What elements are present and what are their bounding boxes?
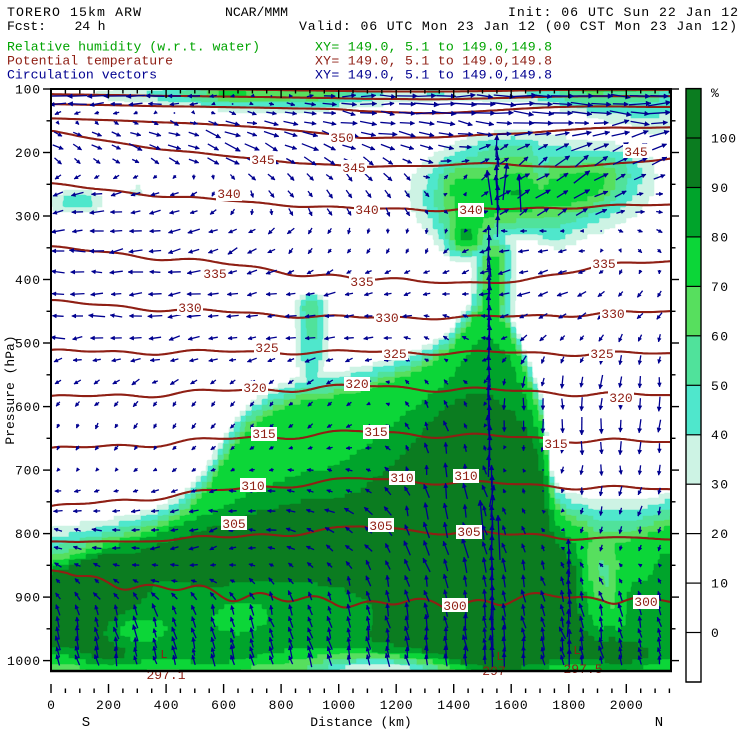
svg-text:400: 400 [15,273,40,288]
svg-text:700: 700 [15,464,40,479]
svg-text:350: 350 [330,131,353,146]
svg-text:345: 345 [251,153,274,168]
svg-text:%: % [711,86,719,101]
svg-text:40: 40 [711,428,728,443]
svg-text:345: 345 [624,145,647,160]
svg-text:320: 320 [243,381,266,396]
svg-text:800: 800 [15,527,40,542]
svg-text:1200: 1200 [380,698,413,713]
svg-text:340: 340 [217,187,240,202]
svg-text:100: 100 [711,132,736,147]
svg-text:315: 315 [364,425,387,440]
svg-text:325: 325 [383,347,406,362]
svg-text:330: 330 [178,301,201,316]
svg-text:335: 335 [592,257,615,272]
svg-text:Distance (km): Distance (km) [310,715,411,730]
svg-text:100: 100 [15,83,40,98]
svg-text:340: 340 [459,203,482,218]
svg-text:90: 90 [711,181,728,196]
svg-text:XY= 149.0, 5.1 to 149.0,149.8: XY= 149.0, 5.1 to 149.0,149.8 [315,68,552,83]
svg-text:300: 300 [634,595,657,610]
svg-text:Valid: 06 UTC Mon 23 Jan 12 (0: Valid: 06 UTC Mon 23 Jan 12 (00 CST Mon … [299,19,737,34]
svg-text:L: L [160,648,167,662]
svg-text:30: 30 [711,478,728,493]
svg-text:NCAR/MMM: NCAR/MMM [225,5,288,20]
svg-text:300: 300 [443,599,466,614]
svg-text:340: 340 [355,203,378,218]
svg-text:500: 500 [15,337,40,352]
svg-text:1600: 1600 [495,698,528,713]
svg-text:80: 80 [711,230,728,245]
svg-text:L: L [496,650,503,664]
svg-text:1800: 1800 [552,698,585,713]
svg-text:1000: 1000 [7,654,40,669]
svg-text:325: 325 [255,341,278,356]
svg-text:200: 200 [15,146,40,161]
svg-text:2000: 2000 [610,698,643,713]
svg-text:330: 330 [375,311,398,326]
svg-text:320: 320 [345,377,368,392]
svg-text:800: 800 [269,698,294,713]
svg-text:345: 345 [342,161,365,176]
svg-text:200: 200 [96,698,121,713]
svg-text:S: S [82,715,90,731]
svg-text:315: 315 [252,427,275,442]
svg-text:315: 315 [544,437,567,452]
svg-text:XY= 149.0, 5.1 to 149.0,149.8: XY= 149.0, 5.1 to 149.0,149.8 [315,40,552,55]
svg-text:320: 320 [609,391,632,406]
svg-text:24 h: 24 h [75,19,106,34]
svg-text:305: 305 [457,525,480,540]
svg-text:1000: 1000 [322,698,355,713]
svg-text:60: 60 [711,329,728,344]
svg-text:10: 10 [711,577,728,592]
svg-text:335: 335 [350,275,373,290]
svg-text:TORERO 15km ARW: TORERO 15km ARW [7,5,141,20]
svg-text:Relative humidity (w.r.t. wate: Relative humidity (w.r.t. water) [7,40,260,55]
svg-text:310: 310 [454,469,477,484]
svg-text:0: 0 [711,626,719,641]
svg-text:L: L [573,644,580,658]
svg-text:600: 600 [15,400,40,415]
svg-text:335: 335 [203,267,226,282]
svg-text:300: 300 [15,210,40,225]
svg-text:XY= 149.0, 5.1 to 149.0,149.8: XY= 149.0, 5.1 to 149.0,149.8 [315,54,552,69]
svg-text:325: 325 [590,347,613,362]
svg-text:310: 310 [390,471,413,486]
svg-text:20: 20 [711,527,728,542]
svg-text:Circulation vectors: Circulation vectors [7,68,157,83]
svg-text:305: 305 [222,517,245,532]
svg-text:400: 400 [154,698,179,713]
svg-text:310: 310 [241,479,264,494]
svg-text:Potential temperature: Potential temperature [7,54,173,69]
svg-text:1400: 1400 [437,698,470,713]
svg-text:297.5: 297.5 [563,662,602,677]
svg-text:330: 330 [601,307,624,322]
svg-text:50: 50 [711,379,728,394]
svg-text:0: 0 [47,698,55,713]
svg-text:N: N [655,715,663,731]
svg-text:70: 70 [711,280,728,295]
svg-text:Fcst:: Fcst: [7,19,46,34]
svg-text:Pressure (hPa): Pressure (hPa) [3,335,18,444]
svg-text:600: 600 [211,698,236,713]
svg-text:305: 305 [369,519,392,534]
svg-text:Init: 06 UTC Sun 22 Jan 12: Init: 06 UTC Sun 22 Jan 12 [508,5,738,20]
svg-text:900: 900 [15,591,40,606]
